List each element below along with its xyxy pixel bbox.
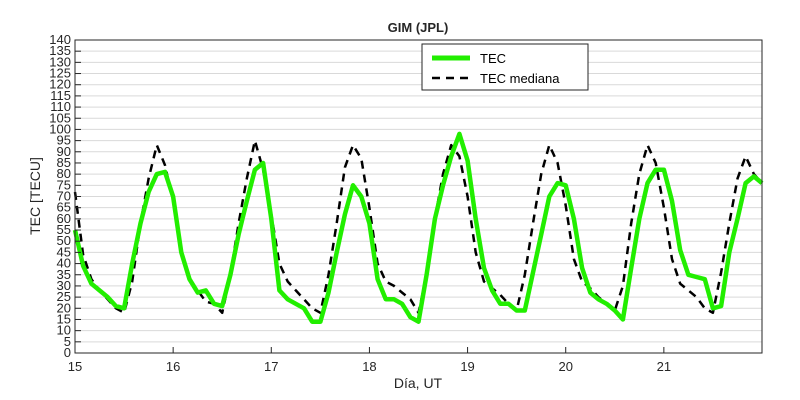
legend-label-tec: TEC [480, 51, 506, 66]
y-tick-label: 10 [57, 323, 71, 338]
y-tick-label: 140 [49, 32, 71, 47]
y-tick-label: 25 [57, 289, 71, 304]
legend-label-tec-mediana: TEC mediana [480, 71, 560, 86]
y-tick-label: 120 [49, 77, 71, 92]
x-tick-label: 20 [558, 359, 572, 374]
y-axis-label: TEC [TECU] [27, 157, 43, 235]
x-tick-label: 16 [166, 359, 180, 374]
x-tick-label: 19 [460, 359, 474, 374]
y-tick-label: 125 [49, 66, 71, 81]
y-tick-label: 95 [57, 133, 71, 148]
y-tick-label: 90 [57, 144, 71, 159]
y-tick-label: 45 [57, 244, 71, 259]
x-tick-label: 15 [68, 359, 82, 374]
y-tick-label: 55 [57, 222, 71, 237]
y-tick-label: 40 [57, 256, 71, 271]
legend: TEC TEC mediana [421, 43, 589, 91]
y-axis-ticks: 0510152025303540455055606570758085909510… [49, 32, 81, 360]
y-tick-label: 130 [49, 54, 71, 69]
y-tick-label: 110 [50, 99, 71, 114]
series-line-tec [72, 131, 764, 324]
x-tick-label: 17 [264, 359, 278, 374]
x-tick-label: 18 [362, 359, 376, 374]
y-tick-label: 80 [57, 166, 71, 181]
y-tick-label: 75 [57, 177, 71, 192]
y-tick-label: 20 [57, 300, 71, 315]
y-tick-label: 135 [49, 43, 71, 58]
y-tick-label: 5 [64, 334, 71, 349]
y-tick-label: 115 [50, 88, 71, 103]
y-tick-label: 105 [49, 110, 71, 125]
legend-box [421, 43, 589, 91]
y-tick-label: 60 [57, 211, 71, 226]
y-tick-label: 50 [57, 233, 71, 248]
y-tick-label: 35 [57, 267, 71, 282]
y-tick-label: 85 [57, 155, 71, 170]
y-tick-label: 65 [57, 200, 71, 215]
y-tick-label: 15 [57, 311, 71, 326]
y-tick-label: 70 [57, 189, 71, 204]
y-tick-label: 100 [49, 121, 71, 136]
x-axis-ticks: 15 16 17 18 19 20 21 [68, 347, 671, 374]
y-tick-label: 0 [64, 345, 71, 360]
x-axis-label: Día, UT [394, 375, 443, 391]
y-tick-label: 30 [57, 278, 71, 293]
chart-title: GIM (JPL) [388, 20, 449, 35]
x-tick-label: 21 [657, 359, 671, 374]
horizontal-grid [75, 39, 762, 354]
series-layer [72, 131, 764, 324]
